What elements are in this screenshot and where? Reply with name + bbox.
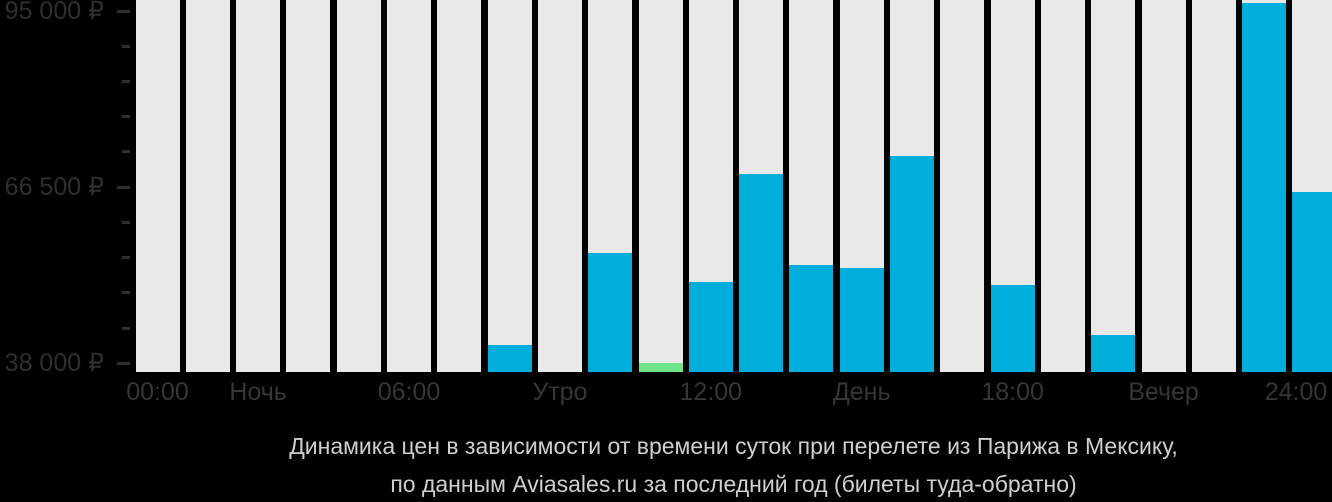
price-bar-fill[interactable]	[1292, 192, 1332, 372]
bar-hour-08[interactable]	[537, 0, 582, 372]
bar-hour-04[interactable]	[336, 0, 381, 372]
y-axis-label: 38 000 ₽	[4, 349, 104, 378]
price-bar-fill[interactable]	[1242, 2, 1287, 372]
bar-hour-06[interactable]	[437, 0, 482, 372]
price-bar-fill[interactable]	[890, 155, 934, 372]
bar-hour-22[interactable]	[1242, 0, 1287, 372]
bar-hour-21[interactable]	[1191, 0, 1236, 372]
y-minor-tick	[122, 291, 130, 295]
y-major-tick	[117, 185, 130, 189]
chart-caption-line-2: по данным Aviasales.ru за последний год …	[390, 470, 1077, 497]
y-major-tick	[117, 9, 130, 13]
y-minor-tick	[122, 220, 130, 224]
x-axis-label: 06:00	[377, 378, 441, 406]
bar-hour-23[interactable]	[1292, 0, 1332, 372]
bar-hour-00[interactable]	[135, 0, 180, 372]
y-minor-tick	[122, 79, 130, 83]
y-axis-label: 95 000 ₽	[4, 0, 104, 26]
bar-hour-03[interactable]	[286, 0, 331, 372]
price-bar-fill[interactable]	[1091, 335, 1136, 372]
y-minor-tick	[122, 256, 130, 260]
x-axis-label: Ночь	[229, 378, 287, 406]
price-bar-fill[interactable]	[990, 285, 1035, 372]
x-axis-label: 18:00	[981, 378, 1044, 406]
bar-hour-02[interactable]	[236, 0, 281, 372]
y-minor-tick	[122, 115, 130, 119]
chart-caption-line-1: Динамика цен в зависимости от времени су…	[289, 433, 1178, 459]
x-axis-label: Вечер	[1128, 378, 1199, 406]
x-axis-label: День	[832, 378, 891, 406]
bar-hour-01[interactable]	[185, 0, 230, 372]
price-bar-fill[interactable]	[487, 344, 532, 372]
x-axis-label: 00:00	[126, 378, 189, 406]
bar-hour-11[interactable]	[688, 0, 733, 372]
price-bar-fill[interactable]	[839, 267, 884, 372]
bar-hour-18[interactable]	[1040, 0, 1085, 372]
bar-hour-14[interactable]	[839, 0, 884, 372]
bar-hour-15[interactable]	[890, 0, 934, 372]
bar-hour-10[interactable]	[638, 0, 683, 372]
y-minor-tick	[122, 44, 130, 48]
bar-hour-16[interactable]	[940, 0, 985, 372]
plot-area	[135, 0, 1332, 372]
bar-hour-13[interactable]	[789, 0, 834, 372]
y-axis-label: 66 500 ₽	[4, 173, 104, 202]
chart-caption: Динамика цен в зависимости от времени су…	[135, 428, 1332, 502]
bar-hour-12[interactable]	[739, 0, 784, 372]
x-axis-label: 24:00	[1264, 378, 1328, 406]
x-axis-label: 12:00	[679, 378, 743, 406]
min-price-bar-fill[interactable]	[638, 363, 683, 372]
bar-hour-09[interactable]	[588, 0, 633, 372]
price-bar-fill[interactable]	[588, 252, 633, 372]
price-bar-fill[interactable]	[789, 265, 834, 372]
x-axis-label: Утро	[532, 378, 588, 406]
bar-hour-19[interactable]	[1091, 0, 1136, 372]
y-minor-tick	[122, 150, 130, 154]
price-bar-fill[interactable]	[688, 281, 733, 372]
y-major-tick	[117, 361, 130, 365]
bar-hour-07[interactable]	[487, 0, 532, 372]
y-minor-tick	[122, 326, 130, 330]
bar-hour-17[interactable]	[990, 0, 1035, 372]
price-bar-fill[interactable]	[739, 174, 784, 372]
bar-hour-05[interactable]	[387, 0, 431, 372]
bar-hour-20[interactable]	[1141, 0, 1186, 372]
